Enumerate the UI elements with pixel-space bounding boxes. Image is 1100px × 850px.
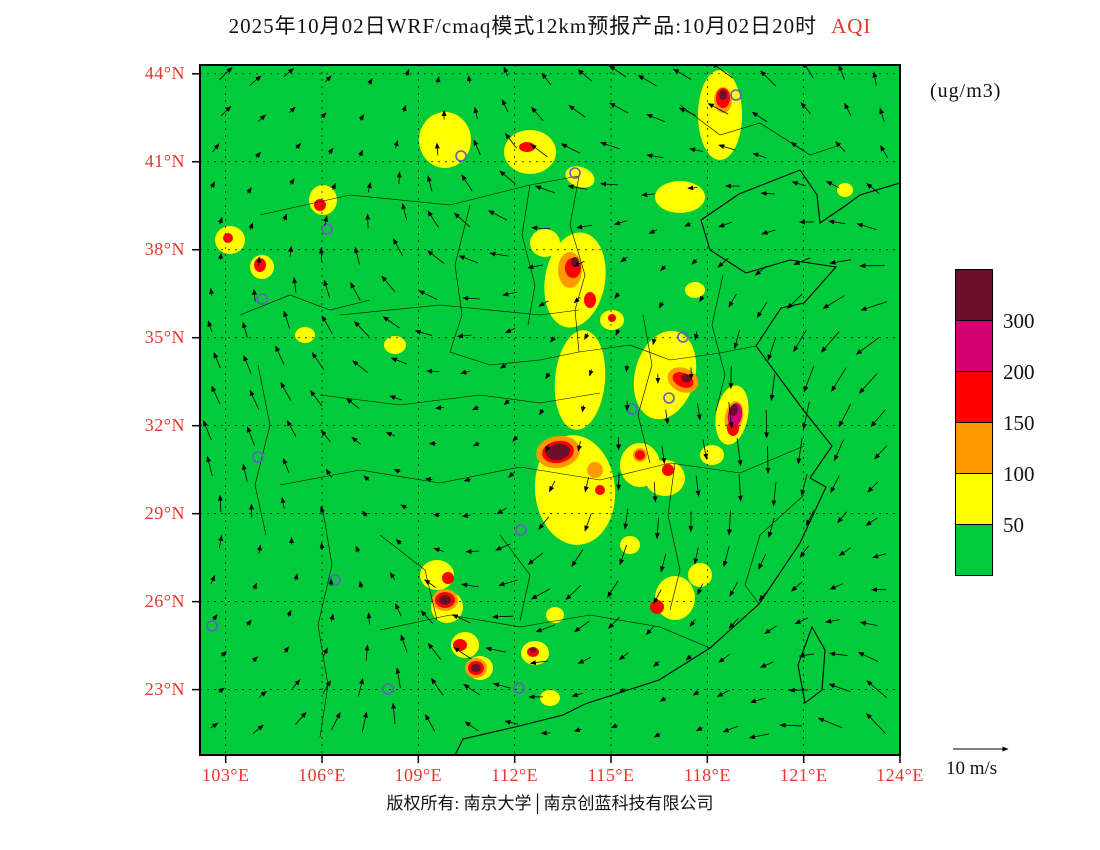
station-marker: [569, 167, 581, 179]
colorbar-label: 50: [1003, 513, 1024, 537]
station-marker: [730, 89, 742, 101]
aqi-hotspot: [650, 600, 664, 614]
page-title: 2025年10月02日WRF/cmaq模式12km预报产品:10月02日20时 A…: [150, 10, 950, 40]
aqi-hotspot: [295, 327, 315, 343]
aqi-hotspot: [662, 464, 674, 476]
aqi-hotspot: [540, 690, 560, 706]
y-tick-label: 32°N: [144, 414, 185, 435]
station-marker: [382, 683, 394, 695]
title-main: 2025年10月02日WRF/cmaq模式12km预报产品:10月02日20时: [228, 14, 818, 38]
colorbar-cell: [955, 422, 993, 474]
aqi-hotspot: [700, 445, 724, 465]
colorbar-labels: 300 200 150 100 50: [955, 270, 1065, 600]
y-tick-label: 41°N: [144, 150, 185, 171]
aqi-hotspot: [729, 404, 739, 416]
y-tick-label: 26°N: [144, 590, 185, 611]
colorbar-label: 200: [1003, 360, 1035, 384]
aqi-hotspot: [565, 166, 595, 188]
colorbar-cell: [955, 371, 993, 423]
y-tick-label: 38°N: [144, 238, 185, 259]
y-tick-label: 23°N: [144, 678, 185, 699]
colorbar-cell: [955, 473, 993, 525]
station-marker-layer: [206, 89, 742, 695]
title-variable-aqi: AQI: [831, 14, 872, 38]
aqi-hotspot: [681, 373, 691, 383]
colorbar-cell: [955, 320, 993, 372]
province-boundaries: [239, 104, 841, 738]
x-tick-label: 103°E: [201, 765, 250, 785]
latlon-grid: [200, 65, 900, 755]
aqi-hotspot: [223, 233, 233, 243]
station-marker: [515, 524, 527, 536]
aqi-hotspot: [530, 647, 536, 653]
y-tick-label: 29°N: [144, 502, 185, 523]
station-marker: [677, 331, 689, 343]
station-marker: [206, 620, 218, 632]
y-tick-label: 44°N: [144, 62, 185, 83]
aqi-hotspot: [837, 183, 853, 197]
colorbar-cell: [955, 524, 993, 576]
x-tick-label: 124°E: [876, 765, 924, 785]
aqi-hotspot: [453, 639, 467, 651]
aqi-hotspot: [546, 607, 564, 623]
colorbar-label: 150: [1003, 411, 1035, 435]
x-tick-label: 121°E: [779, 765, 828, 785]
aqi-hotspot: [471, 664, 481, 672]
station-marker: [513, 682, 525, 694]
aqi-hotspot: [655, 576, 695, 620]
x-tick-label: 118°E: [683, 765, 731, 785]
aqi-hotspot: [595, 485, 605, 495]
x-tick-label: 112°E: [491, 765, 539, 785]
map-background: [200, 65, 900, 755]
aqi-hotspot-layer: [215, 70, 853, 706]
colorbar-label: 100: [1003, 462, 1035, 486]
colorbar-label: 300: [1003, 309, 1035, 333]
aqi-hotspot: [442, 572, 454, 584]
aqi-hotspot: [254, 258, 266, 272]
aqi-hotspot: [655, 181, 705, 213]
station-marker: [455, 150, 467, 162]
axis-ticks: [192, 73, 901, 763]
aqi-hotspot: [384, 336, 406, 354]
wind-arrow-layer: [203, 65, 888, 740]
colorbar: [955, 269, 993, 576]
x-tick-label: 115°E: [587, 765, 635, 785]
units-label: (ug/m3): [930, 80, 1002, 102]
aqi-hotspot: [635, 450, 645, 460]
aqi-hotspot: [688, 563, 712, 587]
wind-reference-label: 10 m/s: [946, 758, 998, 779]
aqi-hotspot: [633, 330, 697, 420]
aqi-hotspot: [698, 70, 742, 160]
colorbar-cell: [955, 269, 993, 321]
map-layers: [200, 65, 900, 755]
station-marker: [252, 451, 264, 463]
aqi-hotspot: [554, 330, 606, 430]
aqi-hotspot: [314, 199, 326, 211]
y-tick-label: 35°N: [144, 326, 185, 347]
x-tick-label: 109°E: [394, 765, 443, 785]
aqi-hotspot: [608, 314, 616, 322]
aqi-hotspot: [519, 142, 535, 152]
station-marker: [321, 223, 333, 235]
x-tick-label: 106°E: [298, 765, 346, 785]
aqi-hotspot: [584, 292, 596, 308]
aqi-hotspot: [546, 443, 570, 461]
station-marker: [663, 392, 675, 404]
map-border: [199, 64, 901, 756]
aqi-hotspot: [419, 112, 471, 168]
aqi-hotspot: [439, 595, 451, 605]
aqi-hotspot: [587, 462, 603, 478]
aqi-hotspot: [645, 460, 685, 496]
aqi-hotspot: [719, 90, 727, 100]
aqi-hotspot: [685, 282, 705, 298]
aqi-hotspot: [504, 130, 556, 174]
copyright-text: 版权所有: 南京大学│南京创蓝科技有限公司: [386, 794, 714, 813]
aqi-hotspot: [620, 536, 640, 554]
station-marker: [256, 293, 268, 305]
